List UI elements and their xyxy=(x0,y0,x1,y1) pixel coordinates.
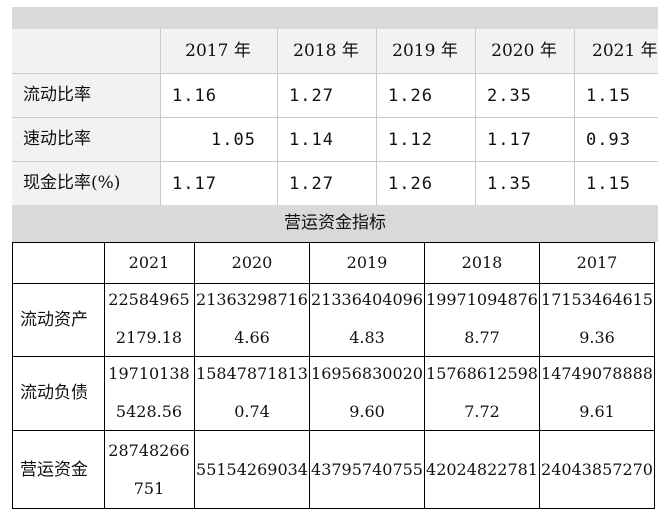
wc-row-label: 流动资产 xyxy=(20,310,88,330)
wc-cell-line: 2179.18 xyxy=(115,328,183,347)
wc-year-header: 2017 xyxy=(576,253,618,272)
wc-cell-line: 751 xyxy=(133,479,165,498)
wc-row-label: 营运资金 xyxy=(20,460,88,480)
ratio-year-header: 2021 年 xyxy=(592,41,658,61)
wc-cell-line: 22584965 xyxy=(108,290,190,309)
wc-year-header: 2021 xyxy=(128,253,170,272)
ratio-year-header: 2018 年 xyxy=(293,41,359,61)
wc-cell-line: 14749078888 xyxy=(541,364,653,383)
ratio-cell: 1.12 xyxy=(388,130,433,150)
wc-cell-line: 28748266 xyxy=(108,441,190,460)
ratio-cell: 1.35 xyxy=(487,174,532,194)
wc-row-label: 流动负债 xyxy=(20,383,88,403)
ratio-header-row-bg xyxy=(160,29,658,73)
wc-cell-line: 24043857270 xyxy=(541,460,653,479)
ratio-row-label: 现金比率(%) xyxy=(23,173,121,193)
ratio-cell: 2.35 xyxy=(487,86,532,106)
wc-cell-line: 55154269034 xyxy=(196,460,308,479)
wc-cell-line: 9.36 xyxy=(579,328,615,347)
ratio-cell: 1.27 xyxy=(289,86,334,106)
ratio-cell: 1.15 xyxy=(586,174,631,194)
wc-year-header: 2018 xyxy=(461,253,503,272)
wc-cell-line: 15768612598 xyxy=(426,364,538,383)
ratio-cell: 1.16 xyxy=(172,86,217,106)
ratio-cell: 1.17 xyxy=(487,130,532,150)
ratio-cell: 1.27 xyxy=(289,174,334,194)
wc-cell-line: 21336404096 xyxy=(311,290,423,309)
wc-cell-line: 43795740755 xyxy=(311,460,423,479)
ratio-cell: 1.15 xyxy=(586,86,631,106)
wc-cell-line: 4.66 xyxy=(234,328,270,347)
ratio-row-label: 流动比率 xyxy=(23,85,91,105)
ratio-cell: 0.93 xyxy=(586,130,631,150)
wc-cell-line: 9.61 xyxy=(579,402,615,421)
ratio-year-header: 2017 年 xyxy=(185,41,251,61)
wc-cell-line: 19710138 xyxy=(108,364,190,383)
ratio-cell: 1.26 xyxy=(388,86,433,106)
wc-cell-line: 15847871813 xyxy=(196,364,308,383)
ratio-cell: 1.17 xyxy=(172,174,217,194)
ratio-cell: 1.05 xyxy=(211,130,256,150)
wc-year-header: 2019 xyxy=(346,253,388,272)
wc-cell-line: 4.83 xyxy=(349,328,385,347)
ratio-cell: 1.14 xyxy=(289,130,334,150)
wc-cell-line: 42024822781 xyxy=(426,460,538,479)
ratio-year-header: 2020 年 xyxy=(491,41,557,61)
wc-cell-line: 21363298716 xyxy=(196,290,308,309)
wc-cell-line: 17153464615 xyxy=(541,290,653,309)
working-capital-title-band xyxy=(12,205,658,242)
working-capital-title: 营运资金指标 xyxy=(284,213,386,233)
ratio-row-label: 速动比率 xyxy=(23,129,91,149)
wc-cell-line: 7.72 xyxy=(464,402,500,421)
wc-cell-line: 9.60 xyxy=(349,402,385,421)
ratio-table-top-band xyxy=(12,7,658,29)
wc-cell-line: 16956830020 xyxy=(311,364,423,383)
ratio-year-header: 2019 年 xyxy=(392,41,458,61)
wc-cell-line: 5428.56 xyxy=(115,402,183,421)
wc-cell-line: 8.77 xyxy=(464,328,500,347)
wc-cell-line: 0.74 xyxy=(234,402,270,421)
wc-cell-line: 19971094876 xyxy=(426,290,538,309)
wc-year-header: 2020 xyxy=(231,253,273,272)
ratio-cell: 1.26 xyxy=(388,174,433,194)
